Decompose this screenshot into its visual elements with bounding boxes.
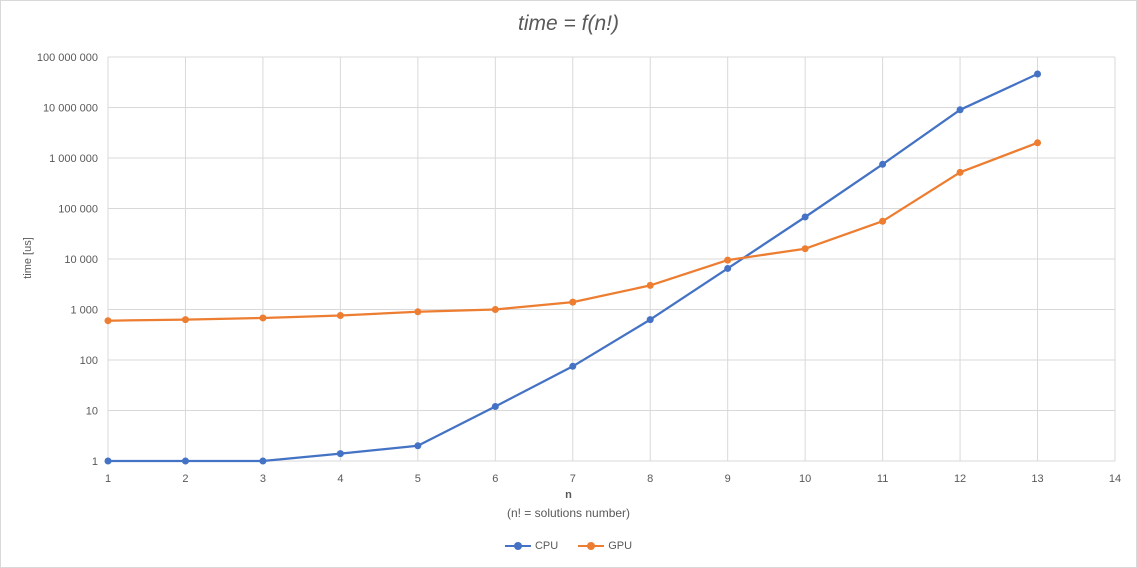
- data-point-cpu: [336, 450, 344, 458]
- data-point-cpu: [181, 457, 189, 465]
- data-point-gpu: [104, 317, 112, 325]
- x-tick-labels: 1 2 3 4 5 6 7 8 9 10 11 12 13 14: [105, 473, 1121, 485]
- y-axis-label: time [us]: [22, 237, 34, 279]
- x-tick-label: 11: [877, 473, 888, 485]
- data-point-cpu: [1034, 70, 1042, 78]
- x-tick-label: 1: [105, 473, 111, 485]
- data-point-gpu: [646, 281, 654, 289]
- data-point-gpu: [801, 245, 809, 253]
- x-tick-label: 8: [647, 473, 653, 485]
- y-tick-label: 10: [86, 406, 98, 418]
- series-layer: [104, 70, 1042, 465]
- chart-title: time = f(n!): [518, 12, 619, 35]
- y-tick-label: 1: [92, 456, 98, 468]
- x-tick-label: 2: [182, 473, 188, 485]
- legend-item-gpu: GPU: [578, 540, 632, 552]
- x-tick-label: 9: [725, 473, 731, 485]
- y-tick-label: 100: [80, 355, 98, 367]
- x-tick-label: 14: [1109, 473, 1121, 485]
- data-point-cpu: [259, 457, 267, 465]
- y-tick-label: 10 000 000: [43, 103, 98, 115]
- y-tick-label: 100 000 000: [37, 52, 98, 64]
- legend-label-cpu: CPU: [534, 540, 559, 552]
- legend-swatch-cpu: [504, 542, 531, 550]
- x-tick-label: 5: [415, 473, 421, 485]
- data-point-gpu: [336, 312, 344, 320]
- x-tick-label: 4: [337, 473, 343, 485]
- data-point-gpu: [1034, 139, 1042, 147]
- y-tick-label: 1 000 000: [49, 153, 98, 165]
- legend: CPU GPU: [0, 540, 1137, 552]
- data-point-gpu: [724, 256, 732, 264]
- legend-label-gpu: GPU: [608, 540, 633, 552]
- data-point-gpu: [414, 308, 422, 316]
- x-tick-label: 10: [799, 473, 811, 485]
- data-point-gpu: [956, 168, 964, 176]
- x-tick-label: 7: [570, 473, 576, 485]
- data-point-cpu: [646, 316, 654, 324]
- data-point-gpu: [259, 314, 267, 322]
- data-point-cpu: [801, 213, 809, 221]
- data-point-gpu: [491, 306, 499, 313]
- data-point-cpu: [724, 264, 732, 272]
- data-point-cpu: [414, 442, 422, 450]
- grid-lines: [107, 56, 1116, 462]
- y-tick-label: 1 000: [70, 305, 98, 317]
- x-axis-sublabel: (n! = solutions number): [506, 506, 631, 520]
- data-point-gpu: [181, 316, 189, 324]
- y-tick-labels: 1 10 100 1 000 10 000 100 000 1 000 000 10 000 …: [37, 52, 98, 468]
- data-point-cpu: [104, 457, 112, 465]
- x-tick-label: 12: [954, 473, 966, 485]
- x-tick-label: 13: [1031, 473, 1043, 485]
- y-tick-label: 100 000: [58, 204, 98, 216]
- x-tick-label: 3: [260, 473, 266, 485]
- data-point-cpu: [956, 106, 964, 114]
- x-axis-label: n: [565, 489, 572, 501]
- legend-swatch-gpu: [578, 542, 605, 550]
- x-tick-label: 6: [492, 473, 498, 485]
- data-point-gpu: [879, 217, 887, 225]
- data-point-cpu: [879, 160, 887, 168]
- legend-item-cpu: CPU: [504, 540, 559, 552]
- data-point-gpu: [569, 298, 577, 306]
- data-point-cpu: [491, 403, 499, 411]
- data-point-cpu: [569, 362, 577, 370]
- y-tick-label: 10 000: [64, 254, 98, 266]
